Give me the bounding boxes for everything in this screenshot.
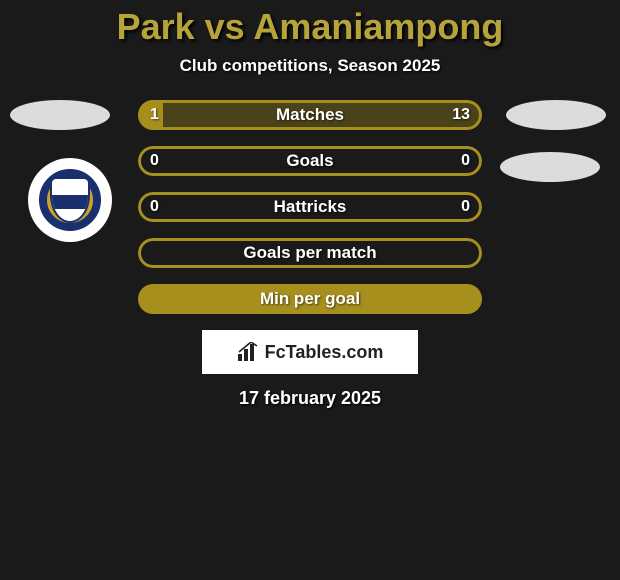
stat-row: Goals00 [138, 146, 482, 176]
page-title: Park vs Amaniampong [0, 6, 620, 48]
player-photo-placeholder-right-2 [500, 152, 600, 182]
club-crest-ring: DCFC [39, 169, 101, 231]
club-crest-shield: DCFC [50, 177, 90, 223]
stat-label: Min per goal [138, 284, 482, 314]
stat-bar-outline [138, 192, 482, 222]
club-crest: DCFC [28, 158, 112, 242]
stat-bar-outline [138, 238, 482, 268]
stat-row: Goals per match [138, 238, 482, 268]
stat-bar-fill-right [163, 100, 482, 130]
player-photo-placeholder-right-1 [506, 100, 606, 130]
branding-text-suffix: .com [341, 342, 383, 362]
branding-text-prefix: Fc [265, 342, 286, 362]
chart-icon [237, 342, 259, 362]
player-photo-placeholder-left-1 [10, 100, 110, 130]
stat-row: Min per goal [138, 284, 482, 314]
stat-bar-outline [138, 146, 482, 176]
branding-text-main: Tables [286, 342, 342, 362]
stat-bar-fill-left [138, 100, 163, 130]
branding-text: FcTables.com [265, 342, 384, 363]
stat-bars: Matches113 Goals00 Hattricks00 Goals per ma… [138, 100, 482, 314]
branding-badge: FcTables.com [202, 330, 418, 374]
date-label: 17 february 2025 [0, 388, 620, 409]
subtitle: Club competitions, Season 2025 [0, 56, 620, 76]
club-crest-monogram: DCFC [59, 195, 82, 205]
stat-row: Hattricks00 [138, 192, 482, 222]
comparison-panel: DCFC Matches113 Goals00 Hattricks00 Goals p… [0, 100, 620, 409]
stat-row: Matches113 [138, 100, 482, 130]
